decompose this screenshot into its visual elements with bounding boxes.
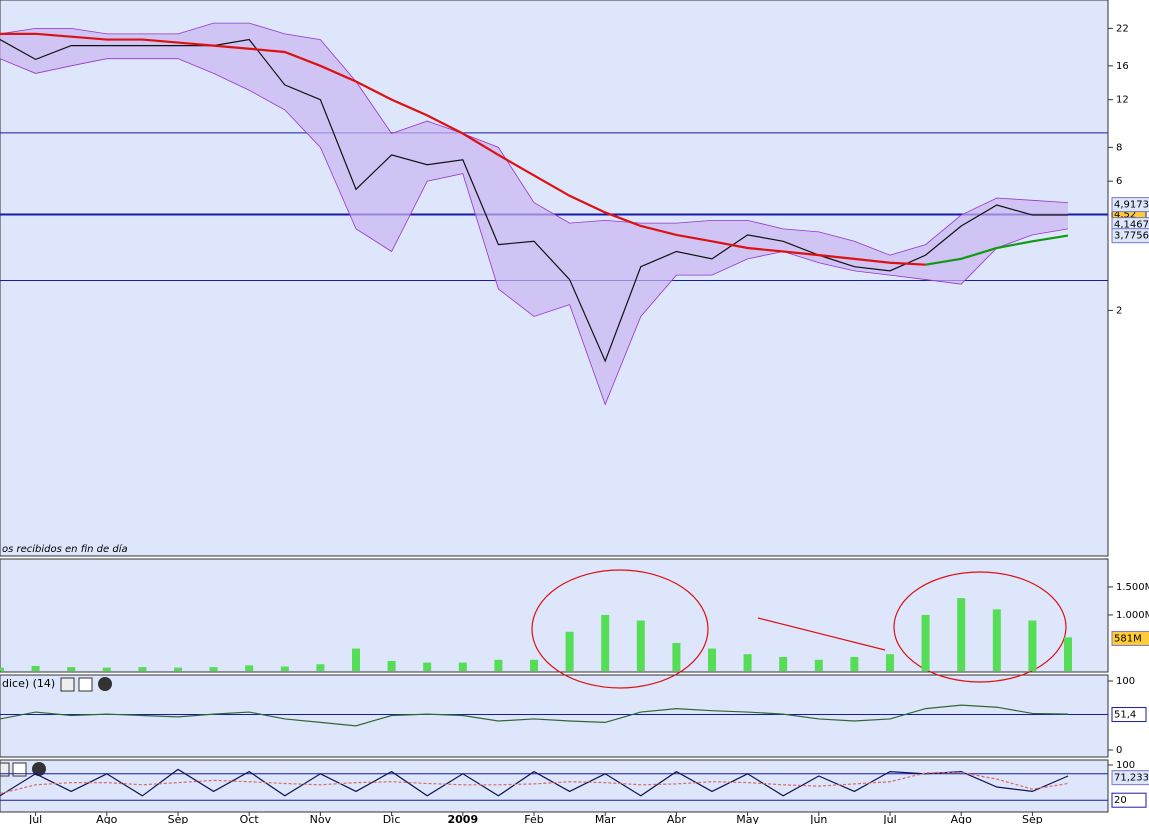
value-tag: 4,9173 [1114,200,1149,211]
bar [316,664,325,671]
bar [387,660,396,671]
series-line [0,58,1069,406]
value-tag-box [1111,630,1149,646]
x-tick-label: Ago [951,813,973,824]
bar [67,667,76,671]
bar [102,667,111,671]
x-tick-label: May [736,813,759,824]
bar [31,665,40,671]
x-tick-label: Abr [667,813,687,824]
bar [565,631,574,671]
settings-icon[interactable] [60,677,75,692]
x-tick-label: Feb [524,813,543,824]
bar [672,642,681,671]
bar [138,667,147,671]
y-tick-label: 2 [1116,305,1122,316]
bar [1064,637,1072,671]
series-line [0,704,1069,727]
bar [601,614,610,671]
x-tick-label: Jun [809,813,827,824]
y-tick-label: 1.000M [1116,610,1149,621]
bar [280,666,289,671]
value-tag: 4,52 [1114,210,1136,221]
value-tag: 20 [1114,795,1127,806]
volume-panel [0,558,1109,673]
value-tag-box [1111,228,1149,244]
x-tick-label: Sep [168,813,189,824]
y-tick-label: 100 [1116,676,1135,687]
value-tag: 3,7756 [1114,231,1149,242]
bar [814,659,823,671]
bar [209,667,218,671]
bar [850,656,859,671]
value-tag: 581M [1114,633,1142,644]
x-tick-label: Dic [383,813,401,824]
bar [992,609,1001,671]
series-line [0,32,926,266]
y-tick-label: 0 [1116,745,1122,756]
y-tick-label: 6 [1116,176,1122,187]
value-tag-box [1111,197,1149,213]
bar [530,659,538,671]
series-line [925,234,1069,266]
value-tag-box [1111,792,1147,808]
x-tick-label: Oct [240,813,260,824]
bar [0,667,4,671]
x-tick-label: Jul [28,813,42,824]
y-tick-label: 100 [1116,760,1135,771]
x-tick-label: Nov [310,813,332,824]
series-line [0,22,1069,256]
close-icon[interactable] [98,677,112,691]
series-line [0,768,1069,797]
maximize-icon[interactable] [12,762,27,777]
x-tick-label: 2009 [447,813,478,824]
x-tick-label: Ago [96,813,118,824]
series-line [0,771,1069,795]
panel-title: dice) (14) [2,677,55,690]
band-area [0,23,1068,405]
y-tick-label: 22 [1116,23,1129,34]
y-tick-label: 8 [1116,142,1122,153]
bar [423,662,432,671]
toolbar [0,677,112,777]
bar [494,659,503,671]
bar [708,648,716,671]
series-line [0,38,1068,363]
bar [886,654,894,671]
bar [743,654,752,671]
value-tag-box [1111,707,1147,723]
bar [1028,620,1037,671]
x-tick-label: Mar [595,813,616,824]
x-tick-label: Jul [882,813,896,824]
bar [174,667,182,671]
close-icon[interactable] [32,762,46,776]
value-tag: 71,233 [1114,773,1149,784]
value-tag: 51,4 [1114,710,1136,721]
bar [921,614,930,671]
bar [352,648,360,671]
bar [636,620,645,671]
y-tick-label: 16 [1116,61,1129,72]
y-tick-label: 12 [1116,95,1129,106]
bar [458,662,467,671]
y-tick-label: 1.500M [1116,582,1149,593]
bar [957,598,966,671]
bar [245,665,254,671]
x-tick-label: Sep [1022,813,1043,824]
highlight-ellipse [893,571,1067,683]
trend-line [757,617,886,651]
annotation: os recibidos en fin de día [2,543,128,555]
highlight-ellipse [531,569,709,689]
value-tag-box [1111,770,1149,786]
value-tag: 4,1467 [1114,220,1149,231]
settings-icon[interactable] [0,762,10,777]
bar [779,656,788,671]
stochastic-panel [0,759,1109,813]
maximize-icon[interactable] [78,677,93,692]
